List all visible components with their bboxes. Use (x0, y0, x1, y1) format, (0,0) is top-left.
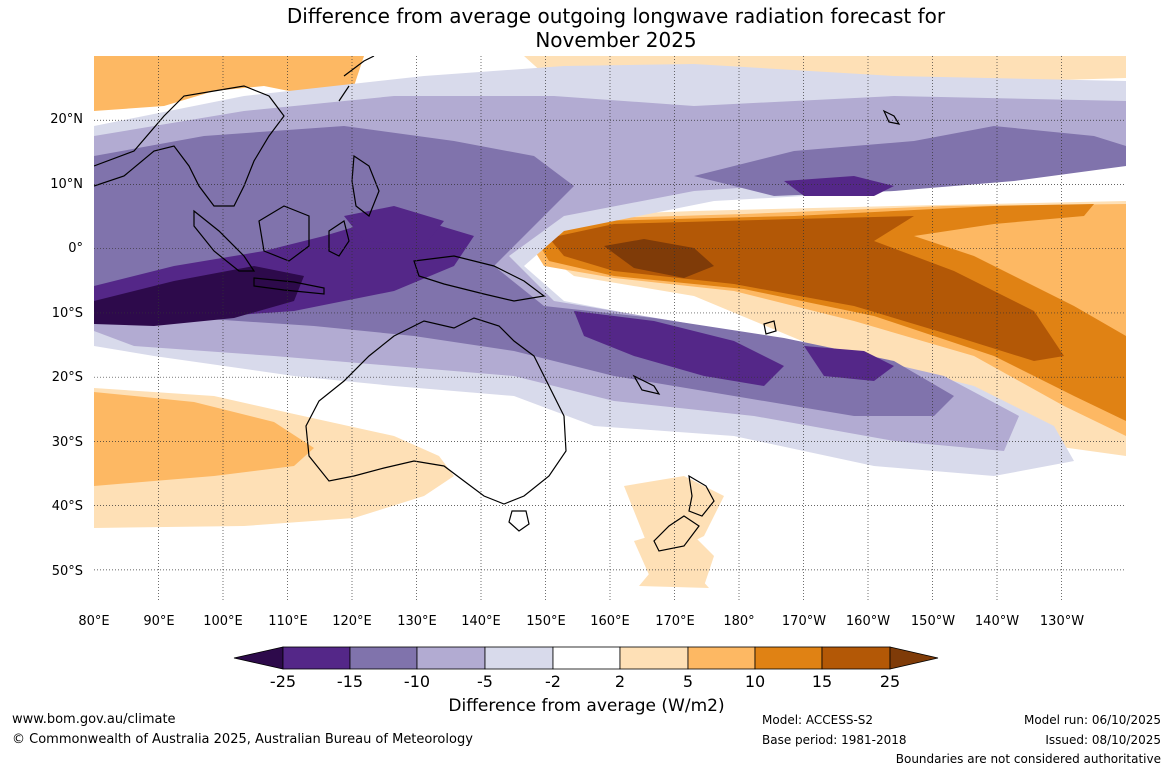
lat-label-10n: 10°N (50, 177, 83, 192)
colorbar-tick-minus2: -2 (545, 672, 561, 691)
base-period: Base period: 1981-2018 (762, 733, 907, 747)
colorbar-left-extension (233, 646, 284, 670)
graticule (94, 56, 1126, 602)
philippines-coastline (351, 154, 380, 217)
lon-label-100e: 100°E (203, 614, 243, 629)
anomaly-map-svg (94, 56, 1126, 602)
anomaly-map (94, 56, 1126, 602)
colorbar (233, 646, 939, 670)
boundaries-disclaimer: Boundaries are not considered authoritat… (895, 752, 1161, 766)
japan-coastline (338, 56, 375, 102)
lat-label-20s: 20°S (51, 370, 83, 385)
tasmania-coastline (508, 510, 530, 532)
new-caledonia-coastline (632, 374, 661, 395)
java-coastline (253, 277, 325, 295)
colorbar-tick-15: 15 (811, 672, 833, 691)
australia-coastline (305, 317, 567, 505)
model-name: Model: ACCESS-S2 (762, 713, 874, 727)
lon-label-130e: 130°E (397, 614, 437, 629)
lat-label-40s: 40°S (51, 499, 83, 514)
indian-ocean-darkest-purple (94, 266, 304, 326)
colorbar-bin-1 (282, 646, 351, 670)
lat-label-50s: 50°S (51, 564, 83, 579)
lon-label-160w: 160°W (845, 614, 891, 629)
borneo-coastline (258, 205, 310, 262)
lat-label-30s: 30°S (51, 435, 83, 450)
new-zealand-north-coastline (688, 474, 715, 517)
sw-indian-ocean-orange (94, 392, 314, 486)
colorbar-tick-minus10: -10 (403, 672, 431, 691)
south-pacific-dark-purple (574, 311, 784, 386)
colorbar-tick-minus5: -5 (477, 672, 493, 691)
fiji-coastline (763, 320, 777, 335)
colorbar-bin-2 (349, 646, 418, 670)
colorbar-bin-4 (484, 646, 554, 670)
lon-label-160e: 160°E (590, 614, 630, 629)
asia-coastline (94, 85, 285, 207)
sumatra-coastline (193, 209, 256, 272)
lon-label-140w: 140°W (974, 614, 1020, 629)
lon-label-170w: 170°W (781, 614, 827, 629)
lon-label-180: 180° (723, 614, 755, 629)
colorbar-bin-9 (821, 646, 891, 670)
hawaii-coastline (882, 109, 901, 125)
lat-label-20n: 20°N (50, 112, 83, 127)
colorbar-tick-25: 25 (879, 672, 901, 691)
north-asia-orange (94, 56, 364, 111)
lon-label-140e: 140°E (461, 614, 501, 629)
colorbar-bin-6 (619, 646, 689, 670)
copyright-text: © Commonwealth of Australia 2025, Austra… (12, 732, 473, 747)
colorbar-tick-minus25: -25 (269, 672, 297, 691)
colorbar-tick-minus15: -15 (336, 672, 364, 691)
colorbar-right-extension (889, 646, 939, 670)
south-pacific-dark-purple-2 (804, 346, 894, 381)
lat-label-10s: 10°S (51, 306, 83, 321)
lon-label-170e: 170°E (655, 614, 695, 629)
lon-label-120e: 120°E (332, 614, 372, 629)
lon-label-80e: 80°E (78, 614, 110, 629)
title-line-2: November 2025 (535, 28, 697, 52)
new-guinea-coastline (413, 255, 546, 302)
coastlines (94, 56, 901, 552)
website-link[interactable]: www.bom.gov.au/climate (12, 712, 176, 727)
lon-label-90e: 90°E (143, 614, 175, 629)
colorbar-bin-5 (552, 646, 621, 670)
north-pacific-dark-purple (784, 176, 894, 196)
colorbar-bin-3 (416, 646, 486, 670)
title-line-1: Difference from average outgoing longwav… (286, 4, 946, 28)
colorbar-tick-2: 2 (614, 672, 626, 691)
map-title: Difference from average outgoing longwav… (0, 4, 1173, 52)
lat-label-0: 0° (68, 241, 83, 256)
lon-label-110e: 110°E (268, 614, 308, 629)
colorbar-tick-10: 10 (744, 672, 766, 691)
issued-date: Issued: 08/10/2025 (1045, 733, 1161, 747)
model-run-date: Model run: 06/10/2025 (1023, 713, 1161, 727)
lon-label-150e: 150°E (526, 614, 566, 629)
new-zealand-south-coastline (653, 515, 700, 552)
colorbar-label: Difference from average (W/m2) (448, 696, 725, 716)
lon-label-130w: 130°W (1039, 614, 1085, 629)
colorbar-bin-7 (687, 646, 756, 670)
colorbar-bin-8 (754, 646, 823, 670)
colorbar-tick-5: 5 (682, 672, 694, 691)
lon-label-150w: 150°W (910, 614, 956, 629)
north-pacific-medium-purple (694, 126, 1126, 196)
